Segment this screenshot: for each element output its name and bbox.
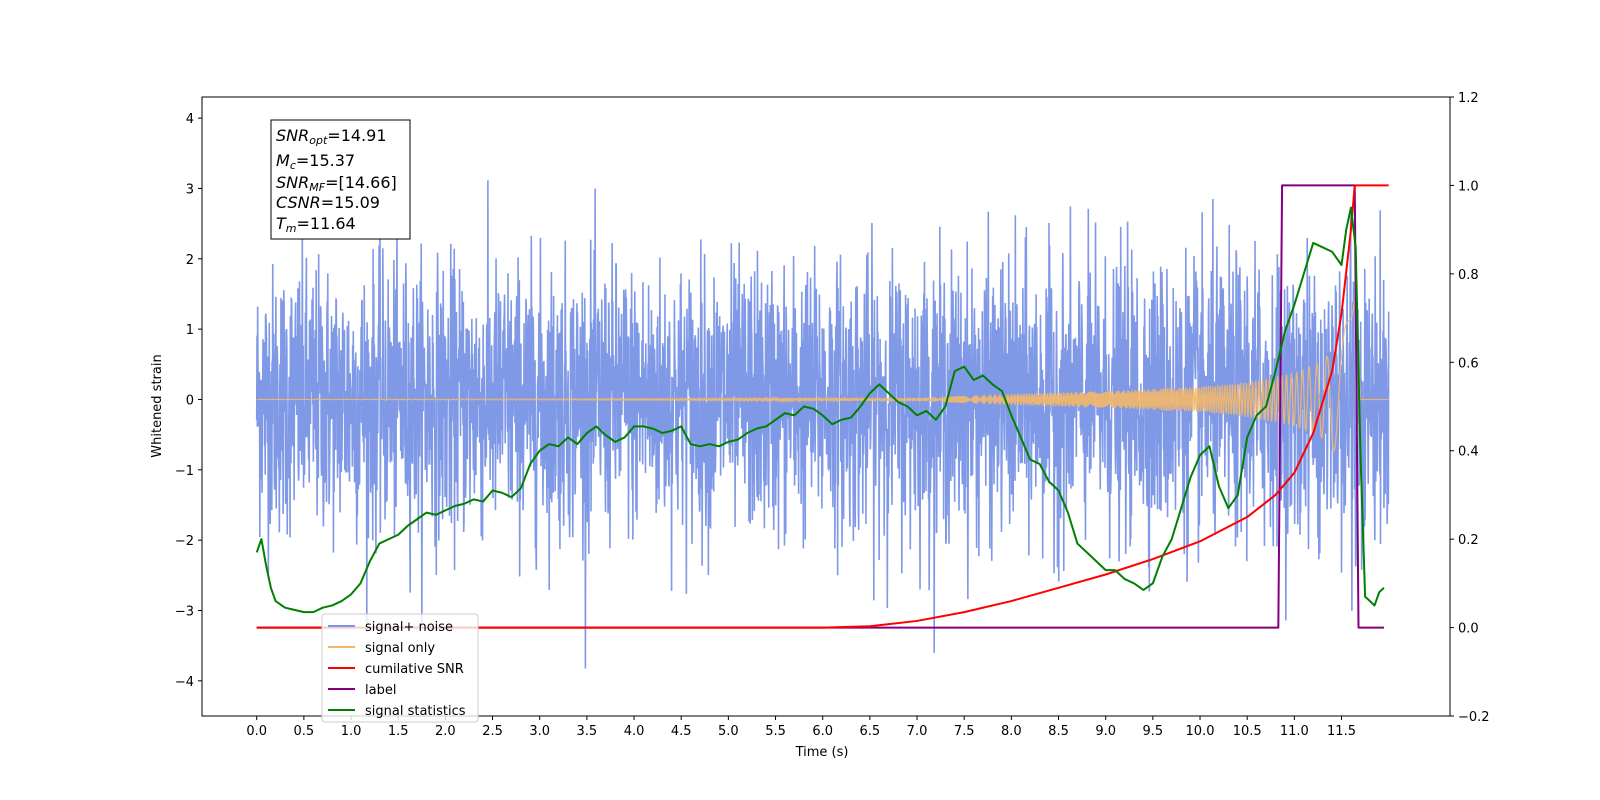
y2-tick-label: 0.4 (1458, 445, 1479, 460)
x-tick-label: 7.5 (954, 724, 975, 739)
series-signal-statistics (255, 206, 1385, 614)
y-tick-label: −4 (175, 675, 194, 690)
series-signal-noise (255, 180, 1390, 669)
y-axis-right: 1.2 1.0 0.8 0.6 0.4 0.2 0.0 −0.2 (1450, 91, 1490, 725)
y-tick-label: 1 (186, 323, 194, 338)
plot-frame (201, 96, 1451, 717)
y-tick-label: −2 (175, 534, 194, 549)
x-tick-label: 2.0 (435, 724, 456, 739)
x-tick-label: 7.0 (907, 724, 928, 739)
x-tick-label: 11.0 (1280, 724, 1309, 739)
y-tick-label: 0 (186, 393, 194, 408)
x-tick-label: 6.5 (860, 724, 881, 739)
x-axis: 0.0 0.5 1.0 1.5 2.0 2.5 3.0 3.5 4.0 4.5 5.0 5.5 6.0 6… (246, 716, 1356, 739)
y2-tick-label: 1.0 (1458, 179, 1479, 194)
x-tick-label: 8.0 (1001, 724, 1022, 739)
legend-label-cumulative-snr: cumilative SNR (365, 662, 464, 677)
x-tick-label: 0.5 (294, 724, 315, 739)
x-axis-label: Time (s) (795, 745, 849, 760)
legend-label-signal-statistics: signal statistics (365, 704, 466, 719)
x-tick-label: 1.5 (388, 724, 409, 739)
x-tick-label: 10.5 (1233, 724, 1262, 739)
y2-tick-label: 1.2 (1458, 91, 1479, 106)
stats-annotation-box (270, 119, 411, 240)
x-tick-label: 6.0 (812, 724, 833, 739)
snr-mf-annotation: SNRMF=[14.66] (276, 173, 397, 194)
x-tick-label: 0.0 (246, 724, 267, 739)
series-label (256, 184, 1384, 629)
y2-tick-label: 0.8 (1458, 268, 1479, 283)
stats-annotation: SNRopt=14.91 Mc=15.37 SNRMF=[14.66] CSNR… (270, 119, 411, 240)
x-tick-label: 4.0 (624, 724, 645, 739)
x-tick-label: 9.0 (1095, 724, 1116, 739)
snr-opt-annotation: SNRopt=14.91 (276, 126, 387, 147)
y-tick-label: 4 (186, 112, 194, 127)
x-tick-label: 8.5 (1048, 724, 1069, 739)
x-tick-label: 10.0 (1186, 724, 1215, 739)
y2-tick-label: 0.6 (1458, 356, 1479, 371)
y2-tick-label: 0.0 (1458, 622, 1479, 637)
legend-box (321, 613, 479, 723)
x-tick-label: 9.5 (1143, 724, 1164, 739)
legend-label-label: label (365, 683, 396, 698)
y-tick-label: −3 (175, 604, 194, 619)
plot-area (255, 180, 1390, 669)
y-axis-left: 4 3 2 1 0 −1 −2 −3 −4 (175, 112, 202, 690)
x-tick-label: 3.5 (577, 724, 598, 739)
y-tick-label: −1 (175, 464, 194, 479)
mc-annotation: Mc=15.37 (276, 151, 355, 172)
x-tick-label: 1.0 (341, 724, 362, 739)
x-tick-label: 2.5 (482, 724, 503, 739)
y2-tick-label: −0.2 (1458, 710, 1490, 725)
y-axis-label: Whitened strain (150, 354, 165, 457)
tm-annotation: Tm=11.64 (276, 214, 356, 235)
legend: signal+ noise signal only cumilative SNR… (321, 613, 479, 723)
x-tick-label: 5.0 (718, 724, 739, 739)
legend-label-signal-only: signal only (365, 641, 435, 656)
x-tick-label: 11.5 (1327, 724, 1356, 739)
y2-tick-label: 0.2 (1458, 533, 1479, 548)
series-signal-only (256, 300, 1389, 452)
y-tick-label: 3 (186, 182, 194, 197)
legend-label-signal-noise: signal+ noise (365, 620, 453, 635)
x-tick-label: 5.5 (765, 724, 786, 739)
x-tick-label: 3.0 (529, 724, 550, 739)
series-cumulative-snr (256, 184, 1389, 629)
csnr-annotation: CSNR=15.09 (276, 193, 380, 212)
x-tick-label: 4.5 (671, 724, 692, 739)
y-tick-label: 2 (186, 253, 194, 268)
